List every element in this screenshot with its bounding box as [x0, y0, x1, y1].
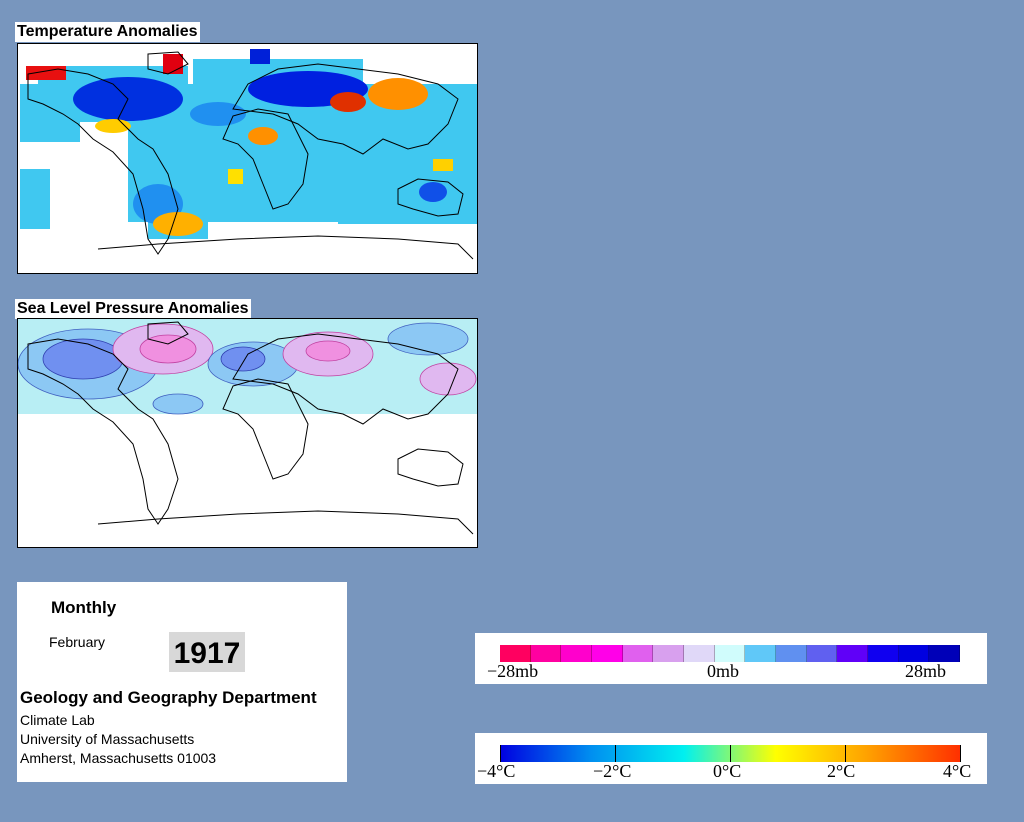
- pressure-legend-swatch: [898, 645, 930, 662]
- pressure-legend-swatch: [837, 645, 868, 662]
- high-pressure-region: [419, 362, 477, 396]
- warm-anomaly: [433, 159, 453, 171]
- period-label: Monthly: [51, 598, 117, 617]
- pressure-legend-swatch: [591, 645, 623, 662]
- pressure-legend-swatch: [653, 645, 684, 662]
- temperature-legend-tick: [960, 745, 961, 762]
- pressure-legend-min: −28mb: [487, 661, 539, 681]
- low-pressure-region: [152, 393, 204, 415]
- high-pressure-region: [139, 334, 197, 364]
- cold-anomaly: [250, 49, 270, 64]
- temperature-color-bar: [500, 745, 961, 762]
- low-pressure-region: [387, 322, 469, 356]
- info-panel: Monthly February 1917 Geology and Geogra…: [17, 582, 347, 782]
- pressure-legend-swatch: [775, 645, 807, 662]
- warm-anomaly: [153, 212, 203, 236]
- pressure-map-title: Sea Level Pressure Anomalies: [15, 299, 251, 319]
- temperature-legend-label: 4°C: [943, 761, 972, 781]
- year-display: 1917: [169, 632, 245, 672]
- temperature-anomaly-plot: [20, 49, 477, 260]
- anomaly-region: [20, 122, 80, 142]
- anomaly-region: [20, 169, 50, 229]
- temperature-map-title: Temperature Anomalies: [15, 22, 200, 42]
- temperature-legend-label: 2°C: [827, 761, 856, 781]
- temperature-legend-tick: [845, 745, 846, 762]
- temperature-legend-label: −2°C: [593, 761, 632, 781]
- month-label: February: [49, 634, 106, 650]
- department-name: Geology and Geography Department: [20, 688, 317, 707]
- warm-anomaly: [248, 127, 278, 145]
- temperature-legend-gradient: [500, 745, 961, 762]
- pressure-legend-swatch: [745, 645, 776, 662]
- warm-anomaly: [330, 92, 366, 112]
- coastlines: [27, 51, 474, 260]
- pressure-legend-swatch: [714, 645, 746, 662]
- temperature-legend: −4°C −2°C 0°C 2°C 4°C: [475, 733, 987, 784]
- pressure-legend-swatch: [929, 645, 960, 662]
- pressure-legend-swatch: [530, 645, 562, 662]
- pressure-legend-swatch: [622, 645, 654, 662]
- warm-anomaly: [368, 78, 428, 110]
- temperature-legend-tick: [500, 745, 501, 762]
- warm-anomaly: [228, 169, 243, 184]
- pressure-legend-swatch: [806, 645, 838, 662]
- high-pressure-region: [305, 340, 351, 362]
- pressure-anomaly-plot: [18, 319, 477, 535]
- pressure-legend-swatch: [867, 645, 899, 662]
- cold-anomaly: [419, 182, 447, 202]
- pressure-legend-swatch: [683, 645, 715, 662]
- temperature-legend-label: 0°C: [713, 761, 742, 781]
- pressure-anomaly-map: [17, 318, 478, 548]
- address-line-3: Amherst, Massachusetts 01003: [20, 750, 217, 766]
- temperature-legend-label: −4°C: [477, 761, 516, 781]
- cold-anomaly: [190, 102, 246, 126]
- pressure-legend-max: 28mb: [905, 661, 947, 681]
- pressure-legend-swatch: [500, 645, 531, 662]
- pressure-color-bar: [500, 645, 960, 662]
- pressure-legend-swatch: [561, 645, 592, 662]
- pressure-legend: −28mb 0mb 28mb: [475, 633, 987, 684]
- address-line-2: University of Massachusetts: [20, 731, 195, 747]
- pressure-legend-mid: 0mb: [707, 661, 740, 681]
- temperature-legend-tick: [615, 745, 616, 762]
- temperature-anomaly-map: [17, 43, 478, 274]
- address-line-1: Climate Lab: [20, 712, 95, 728]
- low-pressure-region: [220, 346, 266, 372]
- temperature-legend-tick: [730, 745, 731, 762]
- low-pressure-region: [42, 338, 124, 380]
- coastlines: [27, 321, 474, 535]
